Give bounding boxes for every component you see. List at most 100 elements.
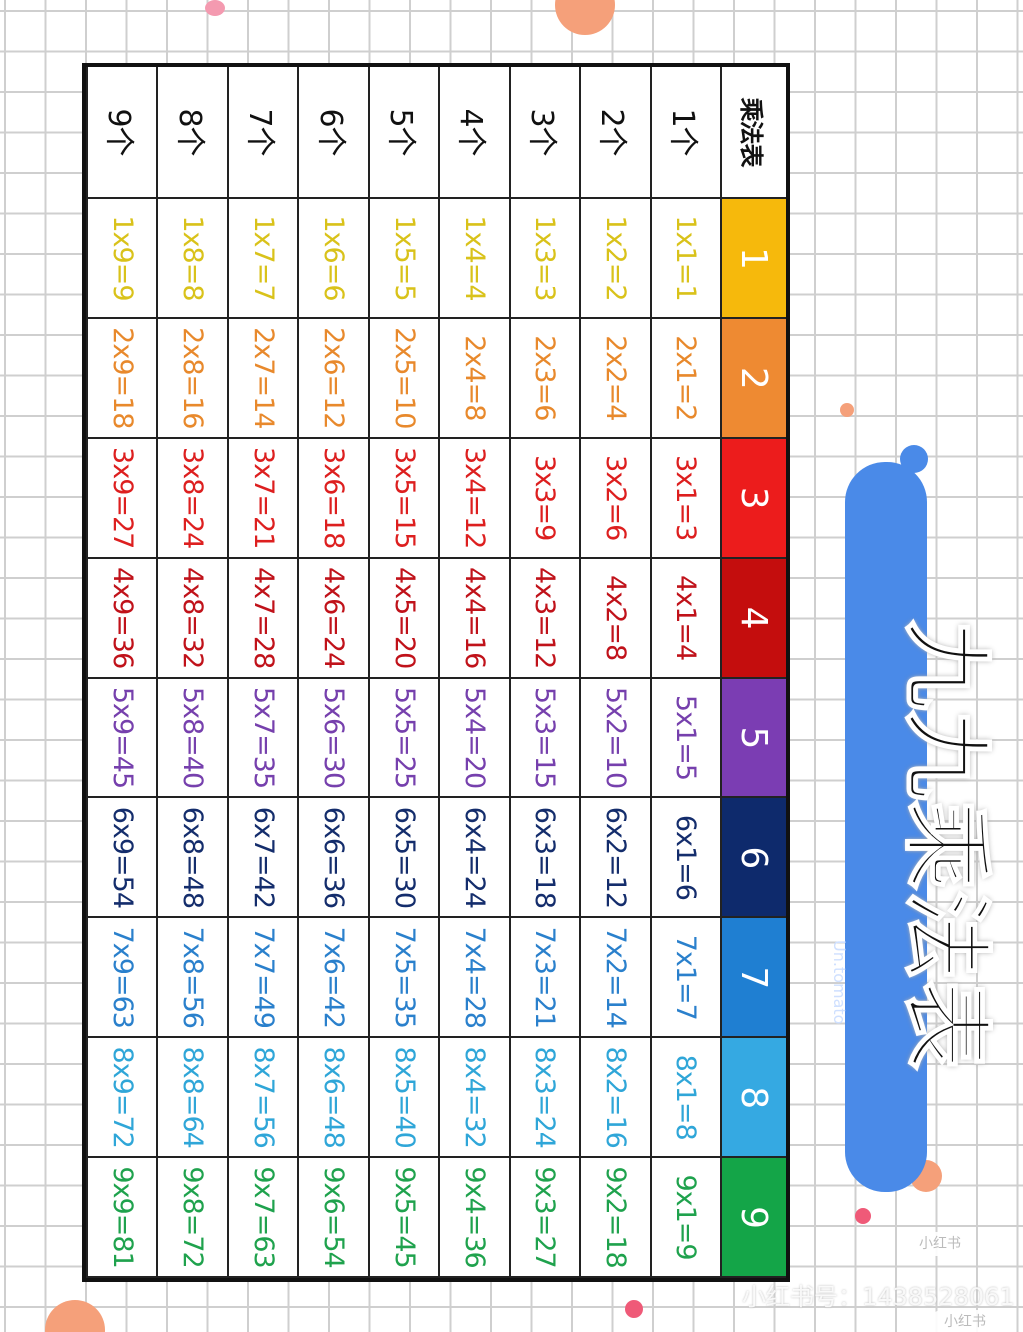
badge: 小红书 — [930, 1310, 1000, 1332]
table-cell: 5x8=40 — [156, 678, 227, 799]
table-cell: 4x3=12 — [508, 558, 580, 679]
table-cell: 5x2=10 — [579, 678, 650, 799]
row-label: 7个 — [226, 67, 298, 199]
row-label: 2个 — [579, 67, 650, 199]
column-header: 2 — [720, 318, 786, 439]
table-cell: 5x7=35 — [226, 678, 298, 799]
column-header: 8 — [720, 1038, 786, 1159]
table-cell: 4x9=36 — [86, 558, 157, 679]
table-cell: 6x5=30 — [367, 798, 439, 919]
table-cell: 7x1=7 — [649, 918, 720, 1039]
table-cell: 1x2=2 — [579, 199, 650, 319]
table-cell: 3x4=12 — [438, 438, 509, 559]
table-cell: 5x5=25 — [367, 678, 439, 799]
table-cell: 1x6=6 — [297, 199, 368, 319]
column-header: 3 — [720, 438, 786, 559]
poster-title-text: 九九乘法表 — [892, 619, 999, 1071]
table-cell: 7x4=28 — [438, 918, 509, 1039]
table-cell: 7x7=49 — [226, 918, 298, 1039]
row-label: 4个 — [438, 67, 509, 199]
table-cell: 8x6=48 — [297, 1038, 368, 1159]
decor-dot — [840, 403, 854, 417]
table-cell: 4x8=32 — [156, 558, 227, 679]
row-label: 6个 — [297, 67, 368, 199]
table-cell: 8x8=64 — [156, 1038, 227, 1159]
table-cell: 7x2=14 — [579, 918, 650, 1039]
table-cell: 6x2=12 — [579, 798, 650, 919]
table-cell: 9x7=63 — [226, 1158, 298, 1278]
table-cell: 6x4=24 — [438, 798, 509, 919]
table-cell: 4x1=4 — [649, 558, 720, 679]
table-cell: 5x9=45 — [86, 678, 157, 799]
table-cell: 2x2=4 — [579, 318, 650, 439]
column-header: 5 — [720, 678, 786, 799]
decor-dot — [555, 0, 615, 35]
column-header: 7 — [720, 918, 786, 1039]
table-cell: 6x1=6 — [649, 798, 720, 919]
table-cell: 3x9=27 — [86, 438, 157, 559]
column-header: 1 — [720, 199, 786, 319]
table-cell: 5x4=20 — [438, 678, 509, 799]
table-cell: 2x8=16 — [156, 318, 227, 439]
table-cell: 7x3=21 — [508, 918, 580, 1039]
table-cell: 4x4=16 — [438, 558, 509, 679]
table-cell: 7x6=42 — [297, 918, 368, 1039]
table-cell: 1x7=7 — [226, 199, 298, 319]
table-cell: 5x3=15 — [508, 678, 580, 799]
row-label: 8个 — [156, 67, 227, 199]
table-cell: 6x3=18 — [508, 798, 580, 919]
table-cell: 3x1=3 — [649, 438, 720, 559]
table-cell: 6x8=48 — [156, 798, 227, 919]
table-cell: 4x7=28 — [226, 558, 298, 679]
table-cell: 9x1=9 — [649, 1158, 720, 1278]
table-cell: 8x5=40 — [367, 1038, 439, 1159]
table-cell: 3x7=21 — [226, 438, 298, 559]
table-cell: 3x6=18 — [297, 438, 368, 559]
decor-dot — [625, 1300, 643, 1318]
table-cell: 4x6=24 — [297, 558, 368, 679]
table-cell: 9x5=45 — [367, 1158, 439, 1278]
table-cell: 3x8=24 — [156, 438, 227, 559]
column-header: 6 — [720, 798, 786, 919]
table-cell: 9x9=81 — [86, 1158, 157, 1278]
table-cell: 8x2=16 — [579, 1038, 650, 1159]
table-container: 乘法表 1 2 3 4 5 6 7 8 9 1个 1x1=1 2x1=2 3x1=3 4x1=4 5x1=5 6… — [82, 63, 790, 1282]
table-cell: 8x4=32 — [438, 1038, 509, 1159]
table-cell: 2x5=10 — [367, 318, 439, 439]
table-cell: 2x4=8 — [438, 318, 509, 439]
table-cell: 4x5=20 — [367, 558, 439, 679]
table-cell: 1x5=5 — [367, 199, 439, 319]
watermark: 小红书号：1438528061 — [742, 1283, 1015, 1311]
table-cell: 7x8=56 — [156, 918, 227, 1039]
table-cell: 2x1=2 — [649, 318, 720, 439]
table-cell: 8x9=72 — [86, 1038, 157, 1159]
row-label: 9个 — [86, 67, 157, 199]
row-label: 3个 — [508, 67, 580, 199]
table-cell: 5x6=30 — [297, 678, 368, 799]
table-cell: 7x5=35 — [367, 918, 439, 1039]
row-label: 5个 — [367, 67, 439, 199]
table-cell: 9x6=54 — [297, 1158, 368, 1278]
table-cell: 9x2=18 — [579, 1158, 650, 1278]
table-cell: 1x4=4 — [438, 199, 509, 319]
table-cell: 5x1=5 — [649, 678, 720, 799]
decor-dot — [205, 0, 225, 16]
table-cell: 9x4=36 — [438, 1158, 509, 1278]
multiplication-table: 乘法表 1 2 3 4 5 6 7 8 9 1个 1x1=1 2x1=2 3x1=3 4x1=4 5x1=5 6… — [82, 63, 790, 1282]
table-cell: 3x5=15 — [367, 438, 439, 559]
table-cell: 9x3=27 — [508, 1158, 580, 1278]
table-cell: 6x7=42 — [226, 798, 298, 919]
table-cell: 7x9=63 — [86, 918, 157, 1039]
table-cell: 1x1=1 — [649, 199, 720, 319]
table-cell: 1x3=3 — [508, 199, 580, 319]
table-cell: 2x7=14 — [226, 318, 298, 439]
title-banner — [845, 462, 927, 1192]
decor-dot — [855, 1208, 871, 1224]
decor-dot — [45, 1300, 105, 1332]
table-cell: 9x8=72 — [156, 1158, 227, 1278]
table-cell: 2x9=18 — [86, 318, 157, 439]
table-cell: 8x1=8 — [649, 1038, 720, 1159]
table-cell: 8x3=24 — [508, 1038, 580, 1159]
table-cell: 3x2=6 — [579, 438, 650, 559]
